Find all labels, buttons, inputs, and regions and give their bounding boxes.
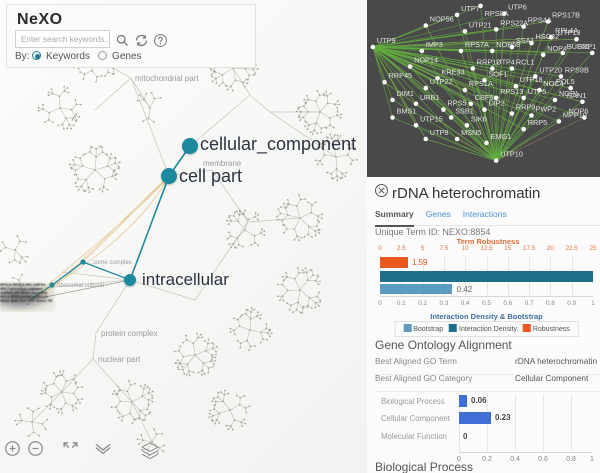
svg-text:RPS1A: RPS1A [469,79,493,88]
svg-text:HSC82: HSC82 [536,32,560,41]
svg-text:NAN1: NAN1 [567,91,586,100]
svg-text:DIM1: DIM1 [397,89,414,98]
svg-text:SSA1: SSA1 [516,36,535,45]
svg-text:RPS4A: RPS4A [528,16,552,25]
svg-text:UTP21: UTP21 [469,20,492,29]
svg-text:BMS1: BMS1 [397,107,417,116]
svg-text:SIK6: SIK6 [471,114,487,123]
svg-text:RRP45: RRP45 [389,71,413,80]
svg-text:DIP2: DIP2 [489,99,505,108]
svg-text:UTP9: UTP9 [377,36,396,45]
svg-text:UTP8: UTP8 [430,128,449,137]
svg-text:UTP13: UTP13 [558,28,581,37]
svg-text:UTP18: UTP18 [520,75,543,84]
svg-text:RPS9B: RPS9B [565,65,589,74]
svg-text:ribosomal subunit: ribosomal subunit [57,283,104,289]
svg-text:RPS17B: RPS17B [552,11,580,20]
svg-text:SOF1: SOF1 [489,69,508,78]
svg-text:UTP10: UTP10 [500,150,523,159]
svg-text:MSN5: MSN5 [461,128,481,137]
svg-text:RRP5: RRP5 [528,118,547,127]
svg-text:RPS8A: RPS8A [485,9,509,18]
svg-text:URB1: URB1 [420,93,439,102]
svg-text:RCL1: RCL1 [516,58,535,67]
svg-text:NOP6: NOP6 [569,107,589,116]
svg-text:UTP5: UTP5 [528,87,547,96]
svg-text:RPS7A: RPS7A [465,40,489,49]
svg-text:EMG1: EMG1 [491,132,512,141]
svg-text:UTP15: UTP15 [420,114,443,123]
svg-text:NOP56: NOP56 [430,15,454,24]
svg-text:NOP4: NOP4 [547,44,567,53]
svg-text:RRP9: RRP9 [516,103,535,112]
svg-text:UTP4: UTP4 [496,58,515,67]
svg-text:UTP22: UTP22 [430,77,453,86]
svg-text:UTP6: UTP6 [508,3,527,12]
svg-text:KRE33: KRE33 [442,67,465,76]
svg-text:UTP20: UTP20 [539,65,562,74]
svg-text:PWP2: PWP2 [536,105,557,114]
svg-text:NOP14: NOP14 [414,56,438,65]
svg-text:RPS22A: RPS22A [500,18,528,27]
svg-text:UTP7: UTP7 [461,4,480,13]
svg-text:...some complex: ...some complex [88,260,132,266]
svg-text:IMP3: IMP3 [426,40,443,49]
svg-text:RPS13: RPS13 [500,87,523,96]
svg-text:POL5: POL5 [556,77,575,86]
svg-text:ENP1: ENP1 [577,42,596,51]
